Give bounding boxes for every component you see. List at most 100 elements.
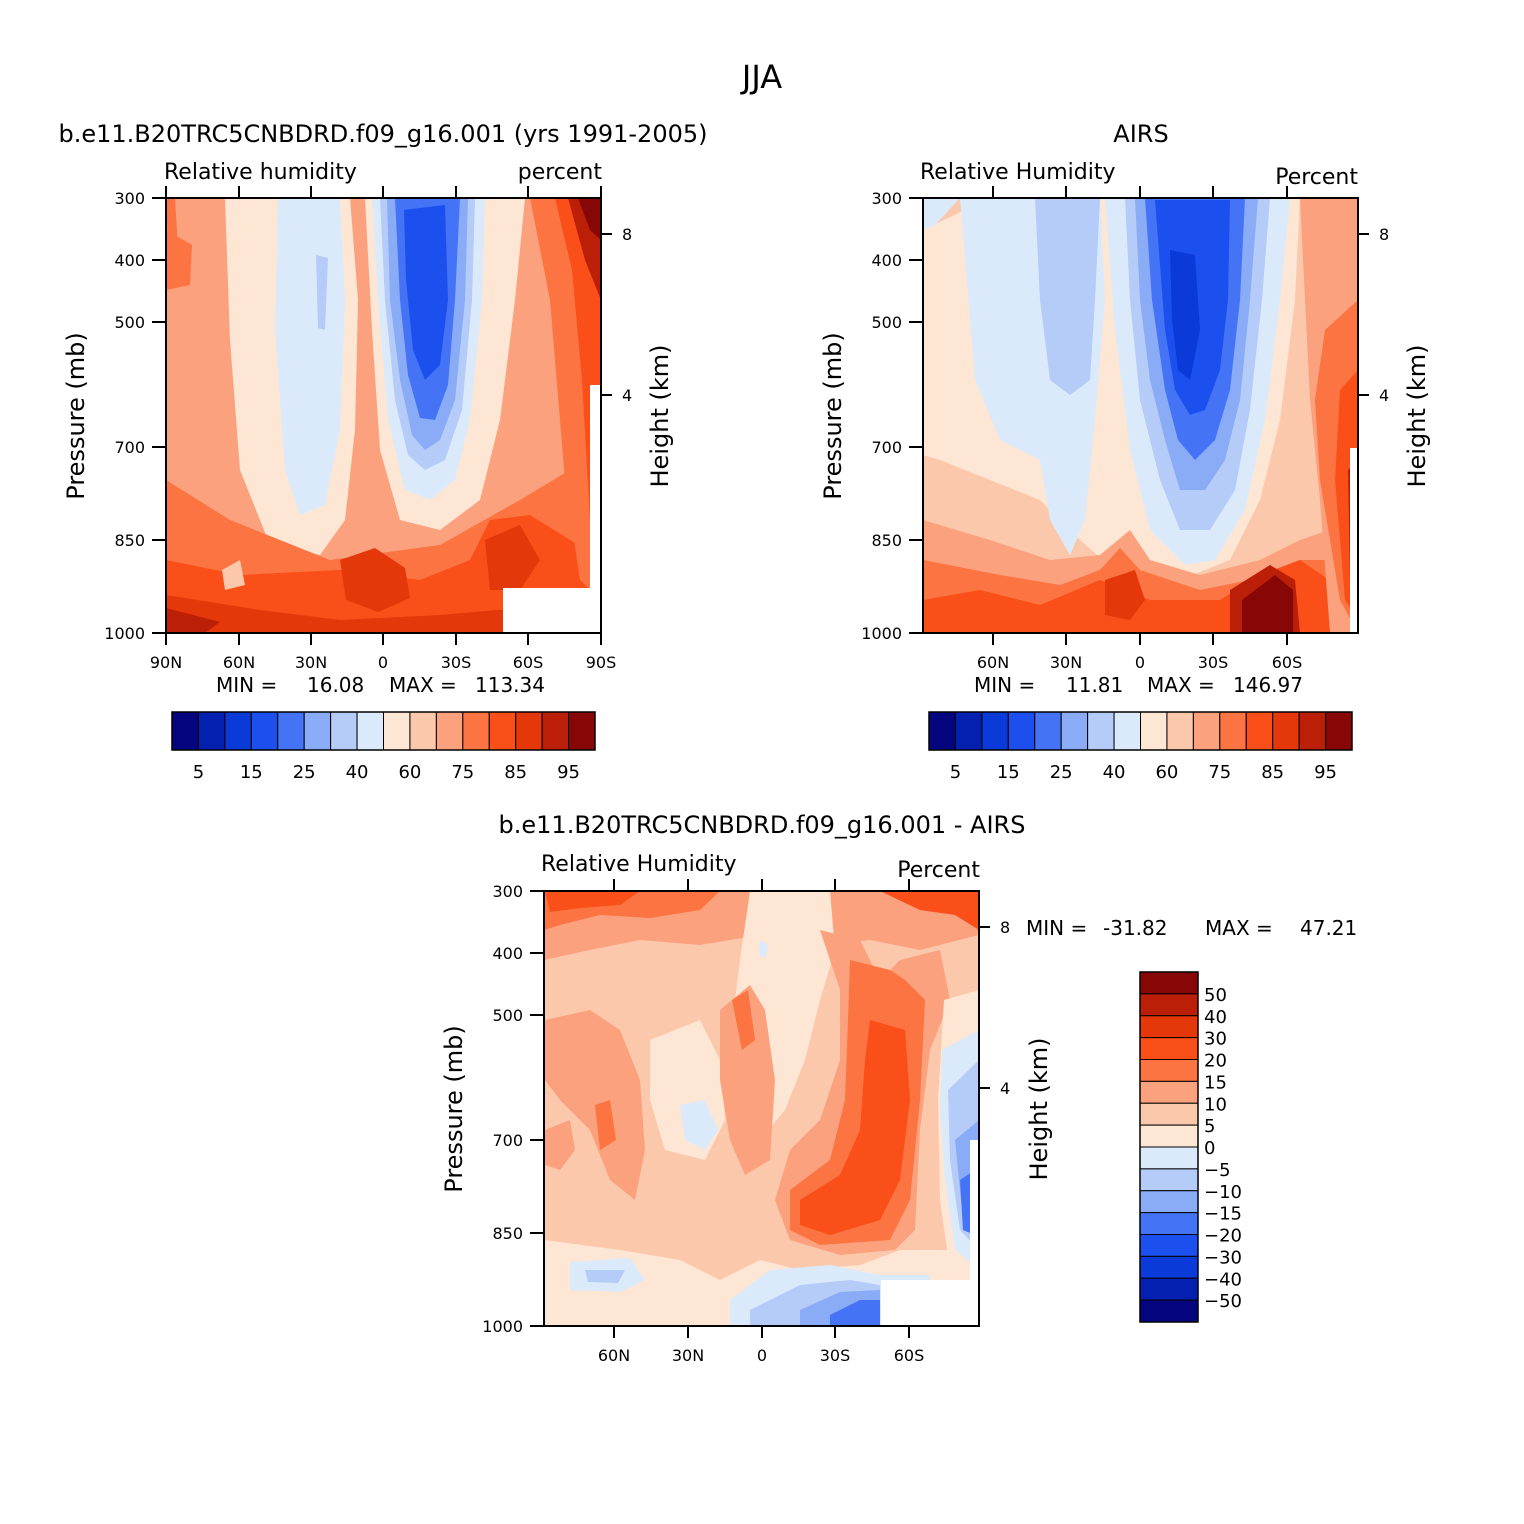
- y-tick-label: 300: [492, 882, 523, 901]
- contour-fill: [545, 1120, 575, 1170]
- colorbar-label: −30: [1204, 1247, 1242, 1268]
- y-tick-label: 300: [871, 189, 902, 208]
- colorbar-swatch: [541, 711, 570, 751]
- colorbar-swatch: [515, 711, 543, 751]
- contour-fill: [316, 255, 328, 330]
- y-right-axis-label: Height (km): [646, 345, 674, 488]
- contour-fill: [759, 940, 768, 958]
- colorbar-swatch: [1139, 1212, 1199, 1235]
- contour-fill: [585, 1270, 625, 1283]
- contour-fill: [1035, 198, 1100, 395]
- colorbar-swatch: [568, 711, 596, 751]
- colorbar-swatch: [303, 711, 332, 751]
- y-tick-label: 1000: [104, 624, 145, 643]
- min-max-readout: MIN = 11.81 MAX = 146.97: [974, 673, 1303, 697]
- contour-field: [544, 891, 979, 1326]
- contour-fill: [275, 198, 345, 515]
- colorbar-swatch: [197, 711, 226, 751]
- panel-title: b.e11.B20TRC5CNBDRD.f09_g16.001 (yrs 199…: [59, 120, 708, 148]
- colorbar-swatch: [224, 711, 252, 751]
- colorbar-swatch: [1139, 1015, 1199, 1039]
- panel-subtitle-left: Relative humidity: [164, 160, 357, 185]
- colorbar-swatch: [1140, 711, 1168, 751]
- y-right-tick-label: 8: [1379, 225, 1389, 244]
- y-tick-label: 700: [114, 438, 145, 457]
- y-tick-label: 1000: [861, 624, 902, 643]
- colorbar-label: 60: [398, 762, 421, 783]
- colorbar-label: 95: [1314, 762, 1337, 783]
- colorbar-label: −40: [1204, 1269, 1242, 1290]
- colorbar-swatch: [1113, 711, 1141, 751]
- contour-fill: [800, 1020, 910, 1235]
- y-right-tick-label: 8: [622, 225, 632, 244]
- colorbar-swatch: [462, 711, 490, 751]
- x-tick-label: 30N: [672, 1346, 704, 1365]
- colorbar-swatch: [1139, 971, 1199, 995]
- min-label: MIN =: [216, 673, 277, 697]
- y-tick-label: 400: [871, 251, 902, 270]
- colorbar-swatch: [1139, 993, 1199, 1017]
- colorbar-label: 75: [1208, 762, 1231, 783]
- contour-fill: [880, 891, 979, 930]
- colorbar-swatch: [1272, 711, 1300, 751]
- y-axis-left: 300 400 500 700 850 1000 Pressure (mb): [62, 189, 166, 643]
- colorbar-swatch: [1139, 1059, 1199, 1082]
- colorbar-label: 25: [1050, 762, 1073, 783]
- y-axis-left: 300 400 500 700 850 1000 Pressure (mb): [819, 189, 923, 643]
- contour-fill: [595, 1100, 616, 1150]
- colorbar-swatch: [277, 711, 305, 751]
- colorbar-label: 85: [1261, 762, 1284, 783]
- missing-data: [1350, 448, 1358, 633]
- x-tick-label: 30N: [1050, 653, 1082, 672]
- x-tick-label: 0: [757, 1346, 767, 1365]
- colorbar-label: 60: [1155, 762, 1178, 783]
- x-tick-label: 60S: [513, 653, 544, 672]
- x-axis: 60N 30N 0 30S 60S: [977, 186, 1302, 672]
- y-tick-label: 850: [871, 531, 902, 550]
- panel-subtitle-left: Relative Humidity: [920, 160, 1115, 185]
- colorbar-frame: [928, 711, 1353, 751]
- x-tick-label: 30N: [295, 653, 327, 672]
- panel-subtitle-left: Relative Humidity: [541, 852, 736, 877]
- contour-fill: [1170, 250, 1200, 380]
- x-tick-label: 90N: [150, 653, 182, 672]
- x-tick-label: 30S: [1198, 653, 1229, 672]
- colorbar-label: 10: [1204, 1094, 1227, 1115]
- colorbar-swatch: [1139, 1255, 1199, 1279]
- y-right-tick-label: 4: [1000, 1079, 1010, 1098]
- colorbar-swatch: [1007, 711, 1036, 751]
- colorbar-label: 5: [950, 762, 961, 783]
- colorbar-label: 5: [1204, 1116, 1215, 1137]
- colorbar-label: 75: [451, 762, 474, 783]
- colorbar-swatch: [1139, 1168, 1199, 1192]
- page-title: JJA: [740, 58, 782, 96]
- min-max-readout: MIN = -31.82 MAX = 47.21: [1026, 916, 1357, 940]
- max-value: 47.21: [1300, 916, 1357, 940]
- colorbar-swatch: [1166, 711, 1194, 751]
- x-tick-label: 60N: [223, 653, 255, 672]
- y-right-axis-label: Height (km): [1403, 345, 1431, 488]
- y-tick-label: 500: [871, 313, 902, 332]
- y-axis-right: 8 4 Height (km): [601, 225, 674, 487]
- colorbar: 5 15 25 40 60 75 85 95: [928, 711, 1353, 783]
- y-right-tick-label: 8: [1000, 918, 1010, 937]
- contour-fill: [1105, 570, 1145, 620]
- max-label: MAX =: [1147, 673, 1215, 697]
- colorbar-label: 95: [557, 762, 580, 783]
- y-tick-label: 1000: [482, 1317, 523, 1336]
- contour-fill: [166, 608, 220, 633]
- colorbar-swatch: [1139, 1037, 1199, 1060]
- colorbar-label: −5: [1204, 1160, 1231, 1181]
- y-tick-label: 850: [492, 1224, 523, 1243]
- y-tick-label: 400: [114, 251, 145, 270]
- missing-data: [970, 1140, 979, 1326]
- panel-model: b.e11.B20TRC5CNBDRD.f09_g16.001 (yrs 199…: [59, 120, 708, 783]
- x-tick-label: 60S: [894, 1346, 925, 1365]
- colorbar-swatch: [1034, 711, 1062, 751]
- max-value: 146.97: [1233, 673, 1303, 697]
- colorbar-swatch: [1192, 711, 1221, 751]
- colorbar-swatch: [928, 711, 956, 751]
- panel-airs: AIRS Relative Humidity Percent: [819, 120, 1431, 783]
- colorbar-label: 50: [1204, 985, 1227, 1006]
